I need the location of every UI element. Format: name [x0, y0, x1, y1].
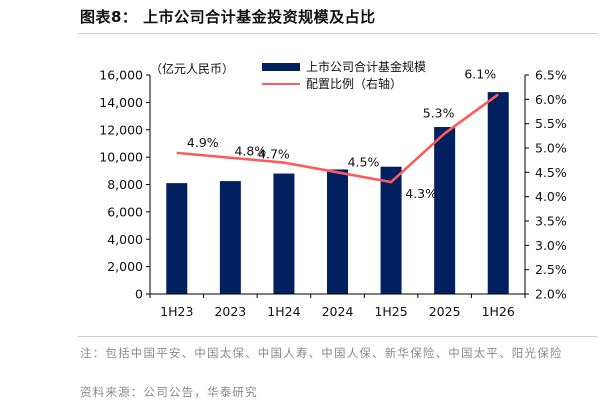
- data-label: 4.7%: [258, 147, 290, 162]
- legend: 上市公司合计基金规模 配置比例（右轴）: [262, 58, 426, 92]
- figure-title: 图表8： 上市公司合计基金投资规模及占比: [80, 8, 376, 26]
- chart-canvas: 0 2,000 4,000 6,000 8,000 10,000 12,000 14,000 1…: [99, 66, 567, 319]
- legend-item-bar: 上市公司合计基金规模: [262, 58, 426, 75]
- bar: [434, 127, 456, 294]
- y-right-tick-label: 4.0%: [535, 189, 567, 204]
- bar: [166, 183, 188, 294]
- bar: [380, 166, 402, 294]
- legend-item-line: 配置比例（右轴）: [262, 75, 426, 92]
- legend-line-label: 配置比例（右轴）: [306, 77, 403, 91]
- bar: [327, 169, 348, 294]
- y-left-tick-label: 4,000: [107, 232, 143, 247]
- y-right-tick-label: 5.5%: [535, 116, 567, 131]
- bar: [487, 92, 509, 294]
- y-right-tick-label: 4.5%: [535, 165, 567, 180]
- y-right-tick-label: 3.5%: [535, 214, 567, 229]
- bar: [219, 181, 241, 294]
- y-axis-unit-label: （亿元人民币）: [150, 62, 235, 76]
- y-right-tick-label: 3.0%: [535, 238, 567, 253]
- data-label: 4.8%: [234, 144, 266, 159]
- footnote: 注：包括中国平安、中国太保、中国人寿、中国人保、新华保险、中国太平、阳光保险: [80, 346, 563, 360]
- y-left-tick-label: 6,000: [107, 204, 143, 219]
- data-label: 5.3%: [423, 105, 455, 120]
- y-left-tick-label: 0: [135, 287, 143, 302]
- data-label: 4.9%: [187, 135, 219, 150]
- legend-bar-swatch: [262, 62, 300, 71]
- x-tick-label: 1H23: [160, 304, 193, 319]
- legend-line-swatch: [262, 82, 300, 85]
- y-left-tick-label: 2,000: [107, 259, 143, 274]
- x-tick-label: 2024: [322, 304, 354, 319]
- y-right-tick-label: 6.0%: [535, 92, 567, 107]
- data-label: 4.3%: [405, 186, 437, 201]
- y-right-tick-label: 2.5%: [535, 262, 567, 277]
- bar: [273, 173, 295, 294]
- data-label: 6.1%: [464, 66, 496, 81]
- y-left-tick-label: 10,000: [99, 150, 143, 165]
- y-left-tick-label: 16,000: [99, 68, 143, 83]
- y-right-tick-label: 6.5%: [535, 68, 567, 83]
- data-label: 4.5%: [348, 154, 380, 169]
- legend-bar-label: 上市公司合计基金规模: [306, 60, 427, 74]
- y-right-tick-label: 5.0%: [535, 141, 567, 156]
- x-tick-label: 2023: [214, 304, 246, 319]
- ratio-line: [176, 93, 499, 184]
- source-line: 资料来源：公司公告，华泰研究: [80, 385, 258, 399]
- x-tick-label: 1H24: [267, 304, 300, 319]
- x-tick-label: 1H26: [482, 304, 515, 319]
- x-tick-label: 1H25: [374, 304, 407, 319]
- y-left-tick-label: 12,000: [99, 122, 143, 137]
- footer-divider: [78, 336, 598, 337]
- y-right-tick-label: 2.0%: [535, 287, 567, 302]
- y-left-tick-label: 8,000: [107, 177, 143, 192]
- title-divider: [78, 33, 598, 34]
- y-left-tick-label: 14,000: [99, 95, 143, 110]
- x-tick-label: 2025: [429, 304, 461, 319]
